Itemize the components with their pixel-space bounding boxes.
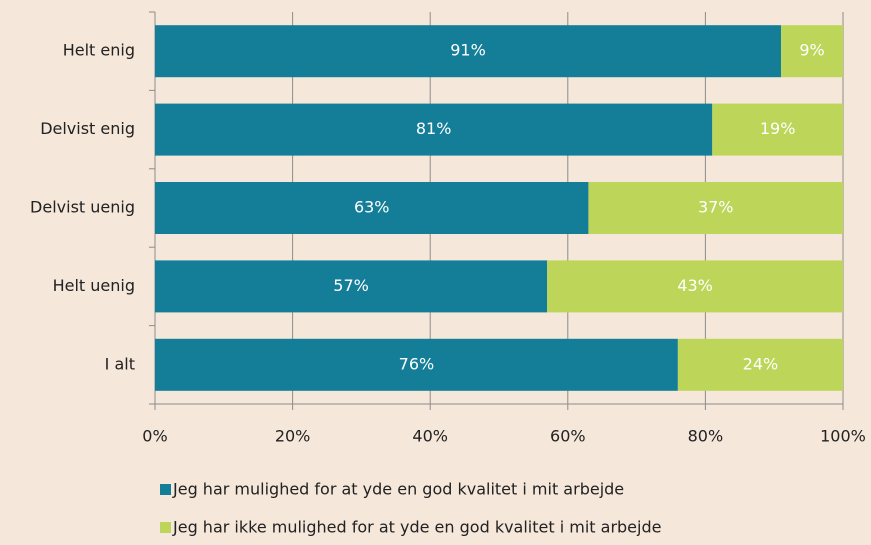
value-label: 57% xyxy=(333,276,369,295)
value-label: 43% xyxy=(677,276,713,295)
y-tick-label: Delvist uenig xyxy=(30,198,135,217)
x-tick-label: 80% xyxy=(688,427,724,446)
x-tick-label: 60% xyxy=(550,427,586,446)
y-tick-label: Helt uenig xyxy=(53,276,135,295)
bar-segment xyxy=(712,103,843,156)
value-label: 81% xyxy=(416,119,452,138)
value-label: 24% xyxy=(743,354,779,373)
legend-swatch xyxy=(160,484,171,495)
x-tick-label: 20% xyxy=(275,427,311,446)
bar-segment xyxy=(155,338,678,391)
legend-swatch xyxy=(160,522,171,533)
bar-segment xyxy=(155,25,782,78)
value-label: 91% xyxy=(450,41,486,60)
value-label: 76% xyxy=(399,354,435,373)
y-tick-label: Delvist enig xyxy=(40,119,135,138)
x-tick-label: 0% xyxy=(142,427,167,446)
legend-label: Jeg har mulighed for at yde en god kvali… xyxy=(172,480,624,499)
x-tick-label: 100% xyxy=(820,427,866,446)
value-label: 63% xyxy=(354,198,390,217)
bar-segment xyxy=(155,260,548,313)
legend-label: Jeg har ikke mulighed for at yde en god … xyxy=(172,518,661,537)
bar-segment xyxy=(588,182,843,234)
y-tick-label: Helt enig xyxy=(63,41,135,60)
bar-segment xyxy=(781,25,843,78)
bar-segment xyxy=(677,338,843,391)
value-label: 19% xyxy=(760,119,796,138)
x-tick-label: 40% xyxy=(412,427,448,446)
bar-segment xyxy=(155,182,589,234)
y-tick-label: I alt xyxy=(105,354,135,373)
value-label: 9% xyxy=(799,41,824,60)
bar-segment xyxy=(547,260,843,313)
bar-segment xyxy=(155,103,713,156)
value-label: 37% xyxy=(698,198,734,217)
